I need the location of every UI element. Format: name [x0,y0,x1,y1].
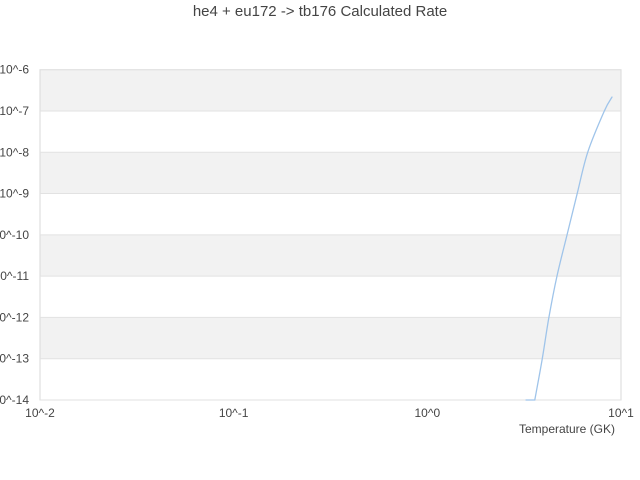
svg-text:10^-11: 10^-11 [0,269,29,283]
svg-text:10^0: 10^0 [415,406,441,420]
svg-text:10^-10: 10^-10 [0,228,29,242]
svg-text:10^-6: 10^-6 [0,63,29,77]
svg-text:10^-9: 10^-9 [0,187,29,201]
svg-text:10^-14: 10^-14 [0,393,29,407]
svg-text:10^-7: 10^-7 [0,104,29,118]
svg-text:10^-2: 10^-2 [25,406,55,420]
svg-text:10^-8: 10^-8 [0,145,29,159]
svg-text:10^-1: 10^-1 [219,406,249,420]
svg-text:10^1: 10^1 [608,406,634,420]
svg-text:Temperature (GK): Temperature (GK) [519,422,615,436]
svg-text:10^-13: 10^-13 [0,352,29,366]
svg-text:10^-12: 10^-12 [0,310,29,324]
